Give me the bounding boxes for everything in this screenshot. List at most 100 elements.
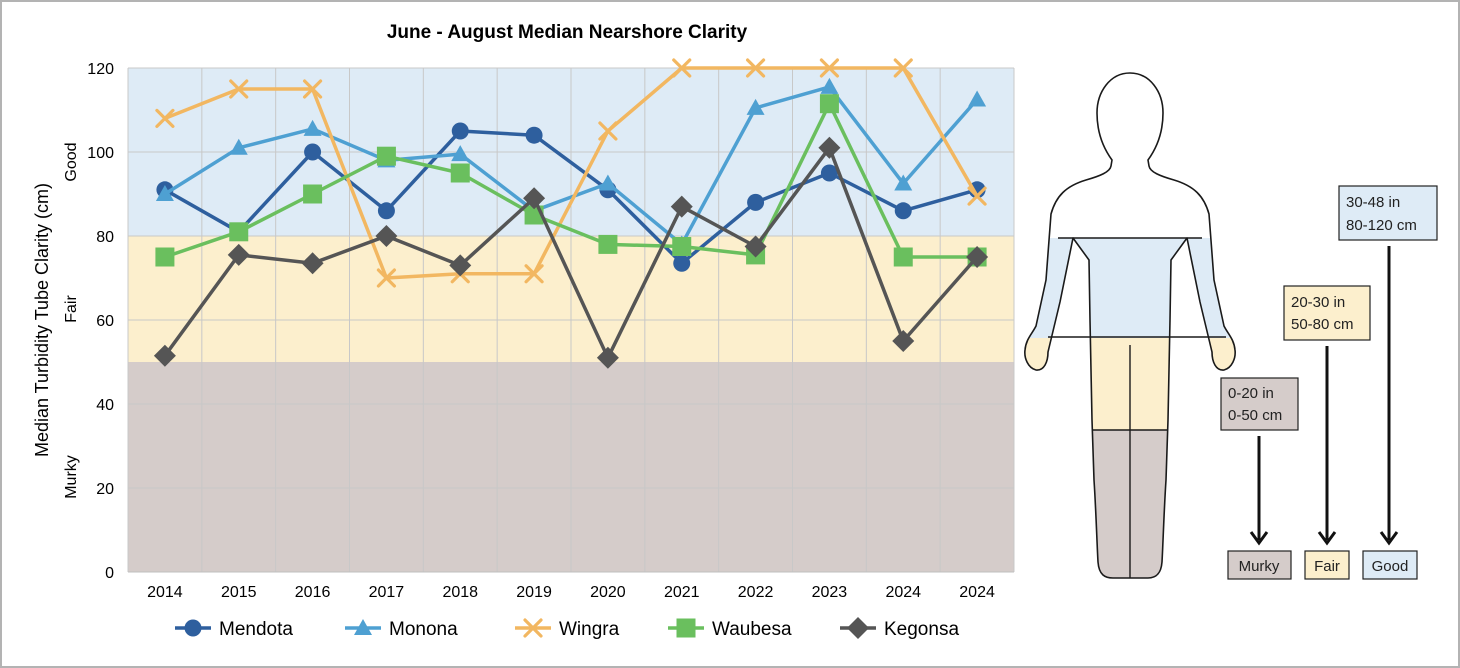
data-point [966,246,989,268]
y-tick-label: 100 [87,145,114,162]
y-tick-label: 60 [96,313,114,330]
x-tick-label: 2016 [295,584,331,601]
band-label-good: Good [63,142,80,181]
x-tick-label: 2024 [959,584,995,601]
data-point [598,234,618,254]
data-point [820,77,839,94]
series-line-monona [163,85,979,247]
range-good-in: 30-48 in [1346,194,1400,211]
data-point [304,143,322,161]
range-fair-cm: 50-80 cm [1291,316,1354,333]
data-point [229,138,248,155]
tag-good: Good [1372,558,1409,575]
data-point [894,174,913,191]
data-point [524,264,544,284]
data-point [672,58,692,78]
x-tick-label: 2023 [812,584,848,601]
x-tick-label: 2021 [664,584,700,601]
legend-entry-monona: Monona [345,619,458,640]
data-point [451,145,470,162]
data-point [672,237,692,256]
y-tick-label: 0 [105,565,114,582]
data-point [968,90,987,107]
range-box-murky: 0-20 in 0-50 cm Murky [1220,377,1299,580]
data-point [451,122,469,140]
series-waubesa [155,94,987,267]
data-point [598,174,617,191]
range-fair-in: 20-30 in [1291,294,1345,311]
data-point [744,235,767,258]
y-tick-label: 20 [96,481,114,498]
x-tick-label: 2014 [147,584,183,601]
x-axis-ticks: 2014 2015 2016 2017 2018 2019 2020 2021 2022 2023… [147,584,995,601]
series-line-kegonsa [163,146,979,360]
band-labels: Murky Fair Good [63,142,80,498]
data-point [819,58,840,78]
legend-label: Monona [389,619,458,640]
legend-marker [354,619,372,635]
legend-label: Waubesa [712,619,792,640]
data-point [155,185,174,201]
legend-marker [847,617,869,639]
data-point [155,108,175,128]
legend-marker [184,619,202,637]
data-point [229,79,249,99]
data-point [819,94,839,114]
data-point [450,163,470,183]
data-point [449,254,472,277]
data-point [893,247,913,267]
tag-fair: Fair [1314,558,1340,575]
data-point [818,136,841,159]
data-point [302,79,323,99]
data-point [893,58,913,78]
y-tick-label: 120 [87,61,114,78]
data-point [525,126,543,144]
legend-entry-wingra: Wingra [515,618,620,640]
data-point [377,202,395,220]
data-point [745,58,766,78]
series-kegonsa [153,136,989,369]
x-tick-label: 2024 [885,584,921,601]
range-murky-in: 0-20 in [1228,385,1274,402]
y-tick-label: 40 [96,397,114,414]
data-point [303,119,322,136]
x-tick-label: 2022 [738,584,774,601]
range-good-cm: 80-120 cm [1346,217,1417,234]
data-point [596,346,619,369]
data-point [892,330,915,352]
x-tick-label: 2017 [369,584,405,601]
y-axis-label: Median Turbidity Tube Clarity (cm) [32,183,52,457]
tag-murky: Murky [1239,558,1280,575]
data-point [376,268,397,288]
data-point [747,193,765,211]
y-tick-label: 80 [96,229,114,246]
legend: Mendota Monona Wingra Waubesa Kegonsa [175,617,959,640]
legend-marker [676,618,696,638]
data-point [673,254,691,272]
series-layer [153,58,989,369]
x-tick-label: 2019 [516,584,552,601]
x-tick-label: 2015 [221,584,257,601]
data-point [523,187,546,210]
range-box-fair: 20-30 in 50-80 cm Fair [1283,285,1371,580]
x-tick-label: 2018 [442,584,478,601]
data-point [375,225,398,247]
data-point [303,184,323,204]
data-point [967,186,987,206]
data-point [598,121,618,141]
data-point [301,252,324,275]
data-point [820,164,838,182]
data-point [153,344,176,367]
series-line-waubesa [164,101,978,259]
data-point [670,195,693,218]
range-murky-cm: 0-50 cm [1228,407,1282,424]
gridlines [127,67,1015,573]
data-point [376,146,396,166]
data-point [894,202,912,220]
x-tick-label: 2020 [590,584,626,601]
legend-entry-mendota: Mendota [175,619,293,640]
legend-marker [523,618,543,638]
chart-title: June - August Median Nearshore Clarity [387,22,748,43]
data-point [229,222,249,242]
